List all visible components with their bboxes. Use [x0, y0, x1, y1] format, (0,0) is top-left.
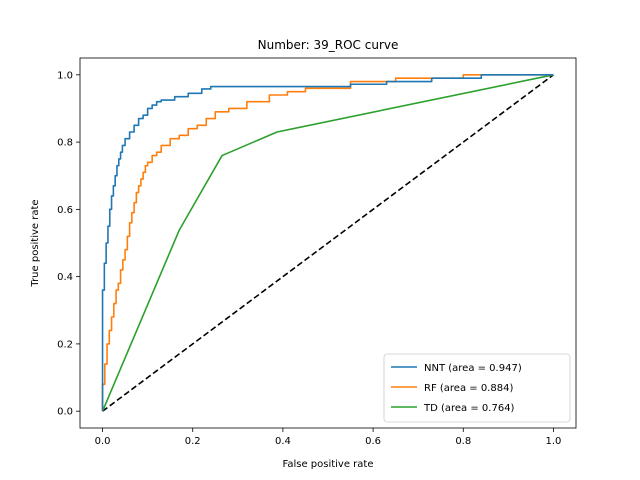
legend-label: TD (area = 0.764) [423, 403, 515, 414]
plot-area [101, 74, 554, 412]
legend-label: NNT (area = 0.947) [424, 363, 522, 374]
legend-label: RF (area = 0.884) [424, 383, 513, 394]
x-axis-title: False positive rate [283, 459, 374, 470]
series-lines [101, 74, 554, 412]
legend-box [383, 353, 571, 423]
axis-ticks: 0.0 0.2 0.4 0.6 0.8 1.0 0.0 0.2 0.4 0.6 0.8 1.0 [57, 70, 561, 447]
y-tick-label: 0.6 [57, 205, 73, 216]
y-tick-label: 0.2 [57, 339, 73, 350]
x-tick-label: 0.6 [365, 436, 381, 447]
chart-title: Number: 39_ROC curve [258, 38, 399, 52]
series-line-nnt [101, 74, 554, 412]
series-line-rf [101, 74, 554, 412]
axes-frame [79, 57, 577, 429]
x-tick-label: 0.0 [95, 436, 111, 447]
legend: NNT (area = 0.947) RF (area = 0.884) TD (a… [383, 353, 571, 423]
y-tick-label: 0.0 [57, 407, 73, 418]
y-tick-label: 1.0 [57, 70, 73, 81]
chance-diagonal-line [102, 74, 554, 412]
x-tick-label: 0.4 [275, 436, 291, 447]
y-tick-label: 0.4 [57, 272, 73, 283]
y-axis-title: True positive rate [30, 199, 41, 287]
x-tick-label: 0.2 [185, 436, 201, 447]
series-line-td [101, 74, 554, 412]
x-tick-label: 0.8 [455, 436, 471, 447]
y-tick-label: 0.8 [57, 138, 73, 149]
x-tick-label: 1.0 [546, 436, 562, 447]
